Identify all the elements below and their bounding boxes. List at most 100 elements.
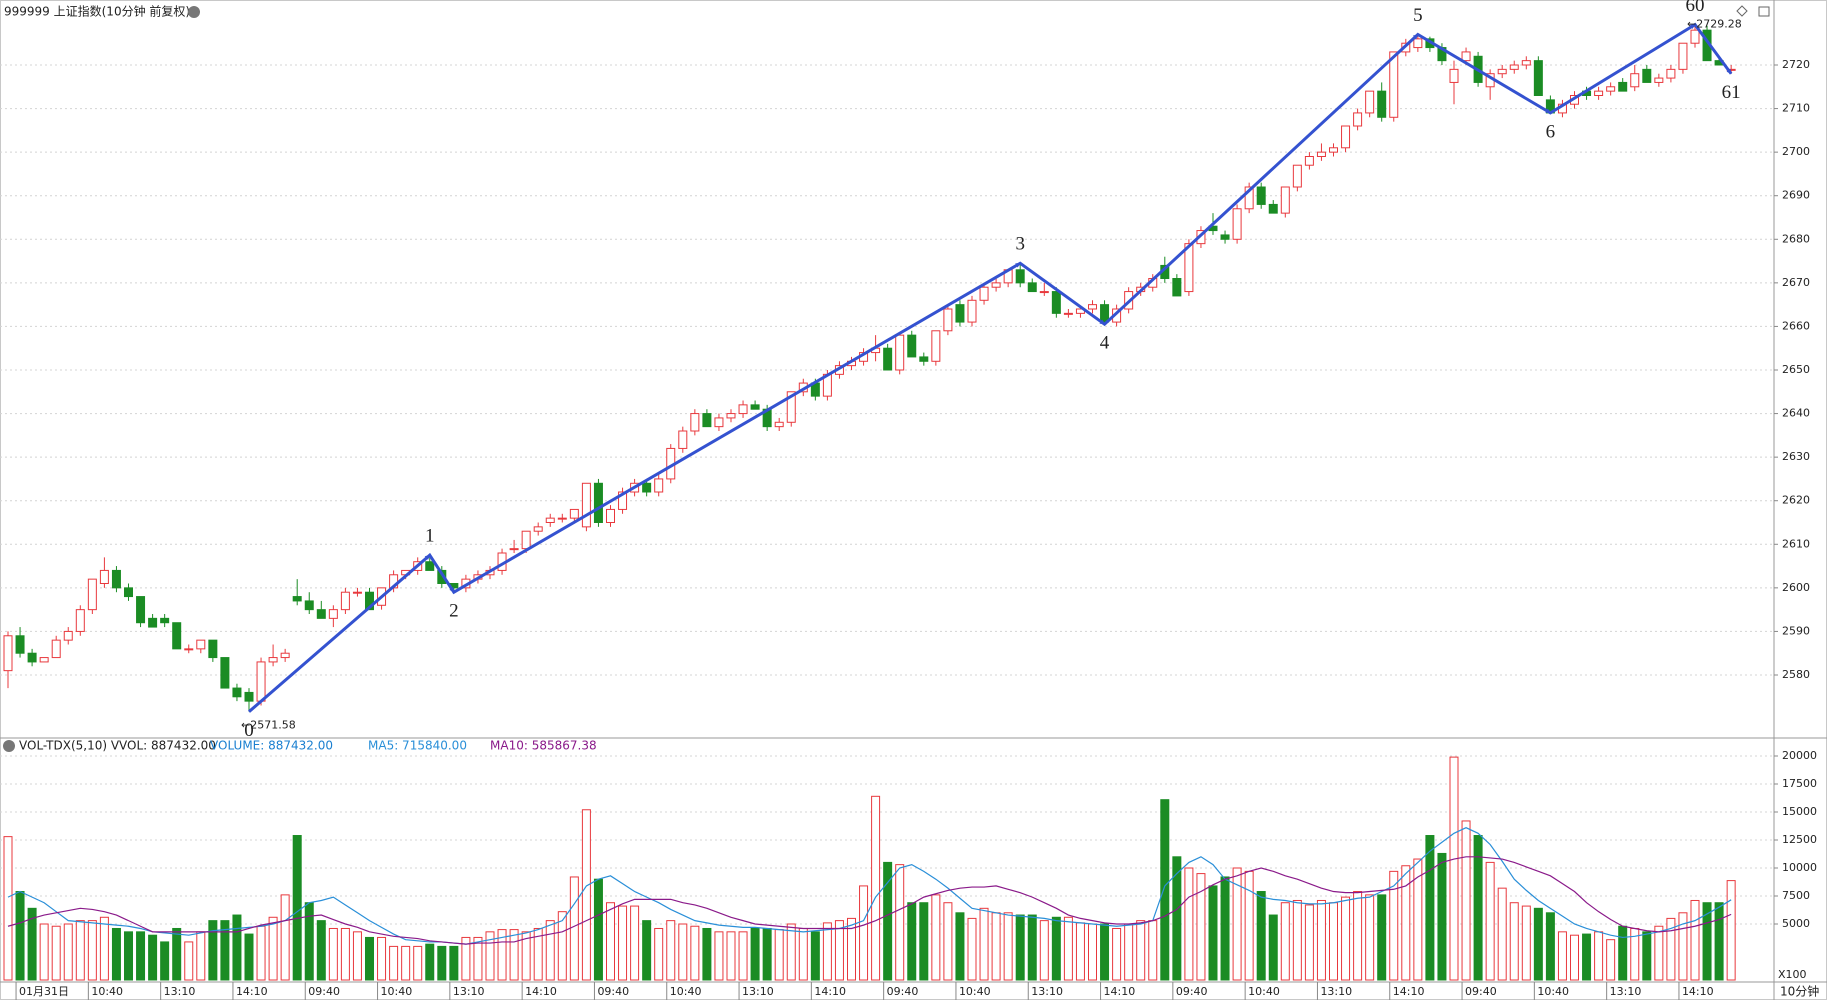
candle-body xyxy=(581,482,591,528)
x-tick-label: 09:40 xyxy=(1465,985,1497,998)
candle-body xyxy=(1533,60,1543,96)
candle-body xyxy=(1449,68,1459,83)
candle-body xyxy=(99,569,109,585)
candle-body xyxy=(883,347,893,371)
volume-bar xyxy=(1485,861,1495,981)
candle-body xyxy=(148,617,158,628)
y-tick-label: 10000 xyxy=(1782,861,1817,874)
volume-bar xyxy=(1365,894,1375,981)
volume-bar xyxy=(377,936,387,981)
wave-label: 6 xyxy=(1546,121,1556,142)
candle-body xyxy=(111,569,121,589)
volume-bar xyxy=(834,920,844,981)
candle-body xyxy=(1292,164,1302,188)
volume-bar xyxy=(847,917,856,981)
volume-bar xyxy=(593,878,603,981)
volume-bar xyxy=(1220,876,1230,981)
candle-body xyxy=(1088,304,1097,310)
chart-title: 999999 上证指数(10分钟 前复权) xyxy=(4,4,190,19)
candle-body xyxy=(244,691,254,702)
volume-bar xyxy=(545,920,555,981)
x-tick-label: 13:10 xyxy=(164,985,196,998)
candle-body xyxy=(1244,186,1254,210)
legend-entry: MA10: 585867.38 xyxy=(490,739,597,753)
volume-bar xyxy=(1642,931,1652,981)
volume-bar xyxy=(991,912,1001,981)
volume-bar xyxy=(292,835,302,981)
box-icon[interactable] xyxy=(1758,6,1770,17)
x-tick-label: 01月31日 xyxy=(19,985,69,998)
candle-body xyxy=(654,478,664,493)
y-tick-label: 5000 xyxy=(1782,917,1810,930)
volume-bar xyxy=(726,931,736,981)
candle-body xyxy=(1690,29,1700,44)
volume-bar xyxy=(232,914,242,981)
y-tick-label: 2660 xyxy=(1782,319,1810,332)
volume-bar xyxy=(859,885,869,981)
volume-bar xyxy=(1570,934,1579,981)
candle-body xyxy=(1594,90,1604,97)
candle-body xyxy=(991,282,1001,288)
volume-bar xyxy=(485,931,495,981)
diamond-icon[interactable] xyxy=(1736,5,1748,17)
volume-bar xyxy=(786,923,796,981)
volume-bar xyxy=(316,920,326,981)
candle-body xyxy=(1316,151,1326,157)
candle-body xyxy=(256,661,266,702)
volume-bar xyxy=(907,902,917,981)
candle-body xyxy=(437,569,447,585)
volume-bar xyxy=(1316,899,1326,981)
volume-bar xyxy=(1148,920,1158,981)
candle-body xyxy=(268,657,278,663)
volume-bar xyxy=(1015,914,1025,981)
x-tick-label: 10:40 xyxy=(1537,985,1569,998)
volume-bar xyxy=(1594,931,1604,981)
wave-label: 0 xyxy=(244,720,254,741)
candle-body xyxy=(1232,208,1242,240)
ma-line xyxy=(7,856,1732,945)
volume-bar xyxy=(1256,891,1266,981)
candle-body xyxy=(1678,42,1688,70)
volume-bar xyxy=(1413,858,1423,981)
x-tick-label: 13:10 xyxy=(1610,985,1642,998)
candle-body xyxy=(1256,186,1266,205)
volume-bar xyxy=(1377,894,1387,981)
wave-line xyxy=(248,22,1733,713)
candle-body xyxy=(1509,64,1519,70)
menu-icon[interactable] xyxy=(188,6,200,18)
candle-body xyxy=(15,635,25,654)
vol-menu-icon[interactable] xyxy=(3,740,15,752)
volume-bar xyxy=(1473,835,1483,981)
candle-body xyxy=(1353,112,1363,127)
volume-bar xyxy=(160,941,170,981)
volume-bar xyxy=(606,902,615,981)
candle-body xyxy=(1015,269,1025,284)
candle-body xyxy=(1389,51,1399,118)
candle-body xyxy=(328,609,338,619)
volume-bar xyxy=(148,934,158,981)
volume-bar xyxy=(654,927,664,981)
candle-body xyxy=(352,591,362,594)
volume-bar xyxy=(533,927,543,981)
price-annotation: ←2729.28 xyxy=(1687,18,1742,31)
candle-body xyxy=(919,356,929,362)
volume-bar xyxy=(39,923,49,981)
candle-body xyxy=(365,591,374,611)
y-tick-label: 7500 xyxy=(1782,889,1810,902)
volume-bar xyxy=(256,925,266,981)
volume-bar xyxy=(136,931,146,981)
volume-bar xyxy=(774,929,784,981)
candle-body xyxy=(557,517,567,520)
x-tick-label: 13:10 xyxy=(1031,985,1063,998)
candle-body xyxy=(569,508,579,519)
candle-body xyxy=(1461,51,1471,62)
candle-body xyxy=(593,482,603,523)
volume-bar xyxy=(1136,920,1146,981)
volume-bar xyxy=(1389,870,1399,981)
y-tick-label: 2590 xyxy=(1782,624,1810,637)
candle-body xyxy=(1100,304,1110,323)
candle-body xyxy=(750,404,760,410)
volume-bar xyxy=(1545,912,1555,981)
x-tick-label: 09:40 xyxy=(887,985,919,998)
candle-body xyxy=(184,648,194,651)
